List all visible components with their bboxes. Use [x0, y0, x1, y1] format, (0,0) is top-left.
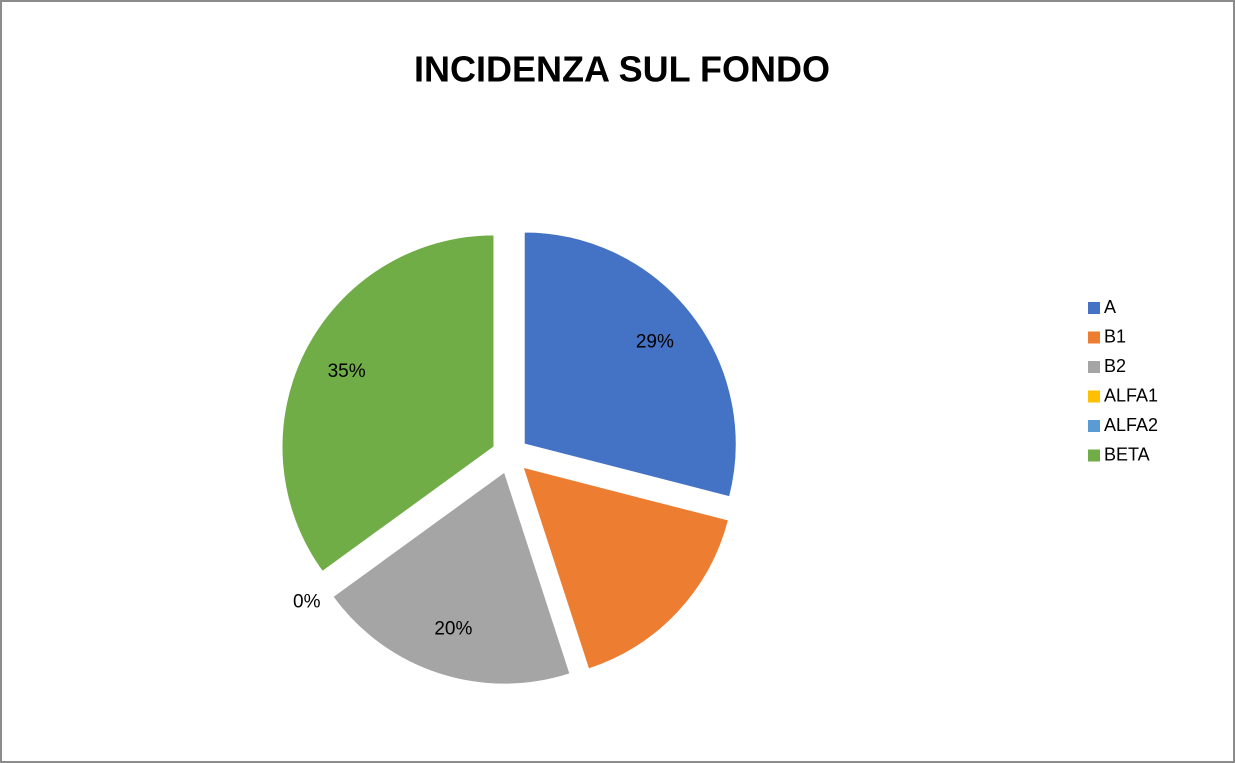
- legend-swatch: [1088, 361, 1100, 373]
- data-label: 29%: [636, 332, 674, 353]
- data-label: 35%: [328, 361, 366, 382]
- legend-swatch: [1088, 302, 1100, 314]
- legend-label: B1: [1104, 326, 1126, 346]
- data-label: 20%: [434, 618, 472, 639]
- legend-swatch: [1088, 420, 1100, 432]
- legend-label: B2: [1104, 356, 1126, 376]
- pie-slice: [281, 234, 495, 573]
- legend-swatch: [1088, 449, 1100, 462]
- legend-label: A: [1104, 297, 1116, 317]
- legend-swatch: [1088, 331, 1100, 344]
- data-label: 0%: [293, 592, 321, 613]
- pie-slice: [522, 466, 730, 670]
- legend-label: ALFA2: [1104, 415, 1158, 435]
- pie-slice: [332, 471, 571, 685]
- chart-title: INCIDENZA SUL FONDO: [414, 49, 830, 90]
- legend-swatch: [1088, 390, 1100, 403]
- legend-label: BETA: [1104, 444, 1150, 464]
- legend-label: ALFA1: [1104, 385, 1158, 405]
- pie-slice: [523, 231, 737, 498]
